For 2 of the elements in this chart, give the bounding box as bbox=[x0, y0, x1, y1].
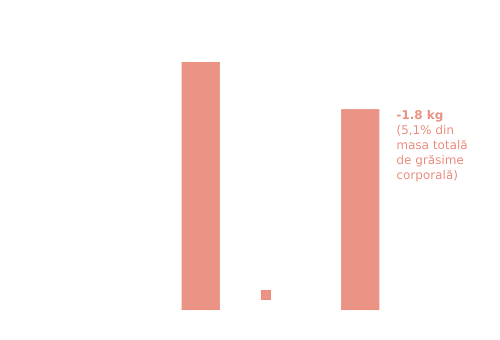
annotation: (5,1% din masa totală de grăsime corporală) bbox=[396, 123, 468, 182]
annotation: -1.8 kg bbox=[396, 108, 444, 122]
